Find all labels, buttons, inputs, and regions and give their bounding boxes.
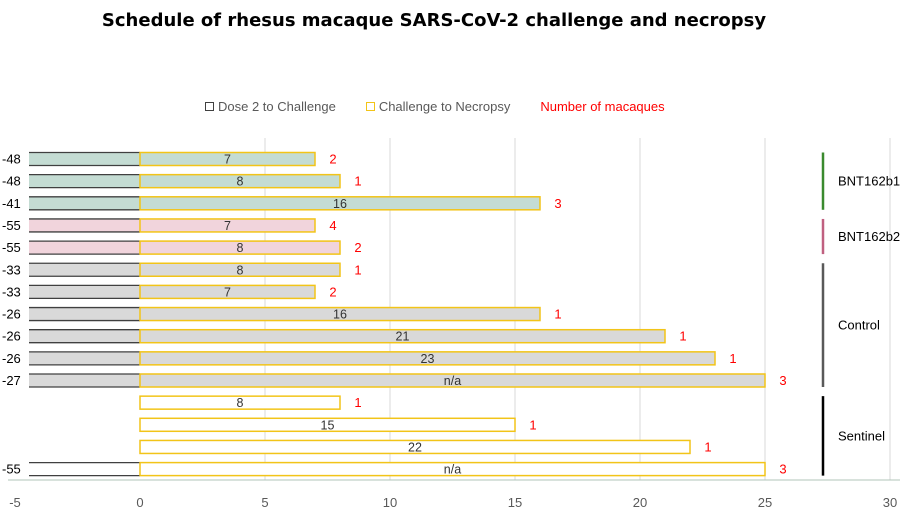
row-label: -27 [2, 373, 21, 388]
macaque-count-label: 1 [354, 174, 361, 189]
row-label: -55 [2, 462, 21, 477]
bar-value-label: 23 [421, 352, 435, 366]
legend-item-challenge: Challenge to Necropsy [365, 98, 511, 114]
row-label: -26 [2, 329, 21, 344]
bar-value-label: 8 [237, 175, 244, 189]
row-label: -33 [2, 262, 21, 277]
macaque-count-label: 3 [779, 373, 786, 388]
legend-item-count: Number of macaques [540, 99, 664, 114]
necropsy-bar [139, 328, 666, 344]
dose2-bar [29, 307, 140, 321]
row-label: -48 [2, 174, 21, 189]
macaque-count-label: 2 [329, 284, 336, 299]
necropsy-bar [139, 173, 341, 189]
macaque-count-label: 4 [329, 218, 336, 233]
macaque-count-label: 1 [354, 395, 361, 410]
macaque-count-label: 3 [779, 462, 786, 477]
group-label: BNT162b1 [838, 174, 900, 189]
necropsy-bar [139, 240, 341, 255]
necropsy-bar [139, 196, 541, 211]
necropsy-bar [139, 151, 316, 167]
macaque-count-label: 1 [554, 307, 561, 322]
bar-value-label: 7 [224, 219, 231, 233]
legend-swatch-challenge [365, 101, 375, 111]
dose2-bar [29, 374, 140, 387]
x-tick-label: 10 [383, 495, 397, 510]
bar-value-label: 8 [237, 263, 244, 277]
necropsy-bar [139, 373, 766, 388]
necropsy-bar [139, 306, 541, 322]
bar-value-label: n/a [444, 463, 461, 477]
row-label: -26 [2, 307, 21, 322]
group-label: BNT162b2 [838, 229, 900, 244]
row-label: -33 [2, 284, 21, 299]
macaque-count-label: 1 [354, 262, 361, 277]
row-label: -41 [2, 196, 21, 211]
dose2-bar [29, 174, 140, 188]
macaque-count-label: 1 [704, 439, 711, 454]
macaque-count-label: 3 [554, 196, 561, 211]
x-tick-label: 0 [136, 495, 143, 510]
necropsy-bar [139, 439, 691, 455]
bar-value-label: 16 [333, 197, 347, 211]
dose2-bar [29, 196, 140, 210]
bar-value-label: 7 [224, 153, 231, 167]
x-tick-label: 15 [508, 495, 522, 510]
necropsy-bar [139, 262, 341, 277]
row-label: -26 [2, 351, 21, 366]
x-tick-label: 30 [883, 495, 897, 510]
necropsy-bar [139, 284, 316, 300]
macaque-count-label: 2 [329, 152, 336, 167]
dose2-bar [29, 329, 140, 343]
legend-swatch-dose2 [205, 101, 214, 111]
necropsy-bar [139, 351, 716, 366]
dose2-bar [29, 241, 140, 255]
x-tick-label: 5 [261, 495, 268, 510]
legend-label-challenge: Challenge to Necropsy [378, 98, 511, 114]
macaque-count-label: 2 [354, 240, 361, 255]
necropsy-bar [139, 417, 516, 433]
dose2-bar [29, 351, 140, 365]
legend-label-count: Number of macaques [540, 98, 665, 114]
dose2-bar [29, 462, 140, 476]
group-label: Control [838, 318, 880, 333]
group-label: Sentinel [838, 428, 885, 443]
x-tick-label: -5 [9, 495, 21, 510]
dose2-bar [29, 263, 140, 277]
necropsy-bar [139, 395, 341, 410]
x-tick-label: 20 [633, 495, 647, 510]
x-tick-label: 25 [758, 495, 772, 510]
necropsy-bar [139, 218, 316, 233]
row-label: -55 [2, 240, 21, 255]
row-label: -48 [2, 152, 21, 167]
legend-item-dose2: Dose 2 to Challenge [205, 99, 336, 114]
legend-label-dose2: Dose 2 to Challenge [218, 98, 336, 114]
necropsy-bar [139, 461, 766, 477]
dose2-bar [29, 152, 140, 166]
dose2-bar [29, 285, 140, 299]
bar-value-label: 8 [237, 241, 244, 255]
bar-value-label: 16 [333, 308, 347, 322]
macaque-count-label: 1 [679, 329, 686, 344]
dose2-bar [29, 218, 140, 232]
row-label: -55 [2, 218, 21, 233]
bar-value-label: 22 [408, 440, 422, 454]
bar-value-label: n/a [444, 374, 461, 388]
legend: Dose 2 to Challenge Challenge to Necrops… [205, 97, 695, 115]
bar-value-label: 21 [396, 330, 410, 344]
chart-title: Schedule of rhesus macaque SARS-CoV-2 ch… [101, 10, 767, 31]
bar-value-label: 15 [321, 418, 335, 432]
bar-value-label: 8 [237, 396, 244, 410]
macaque-count-label: 1 [529, 417, 536, 432]
bar-value-label: 7 [224, 285, 231, 299]
macaque-count-label: 1 [729, 351, 736, 366]
